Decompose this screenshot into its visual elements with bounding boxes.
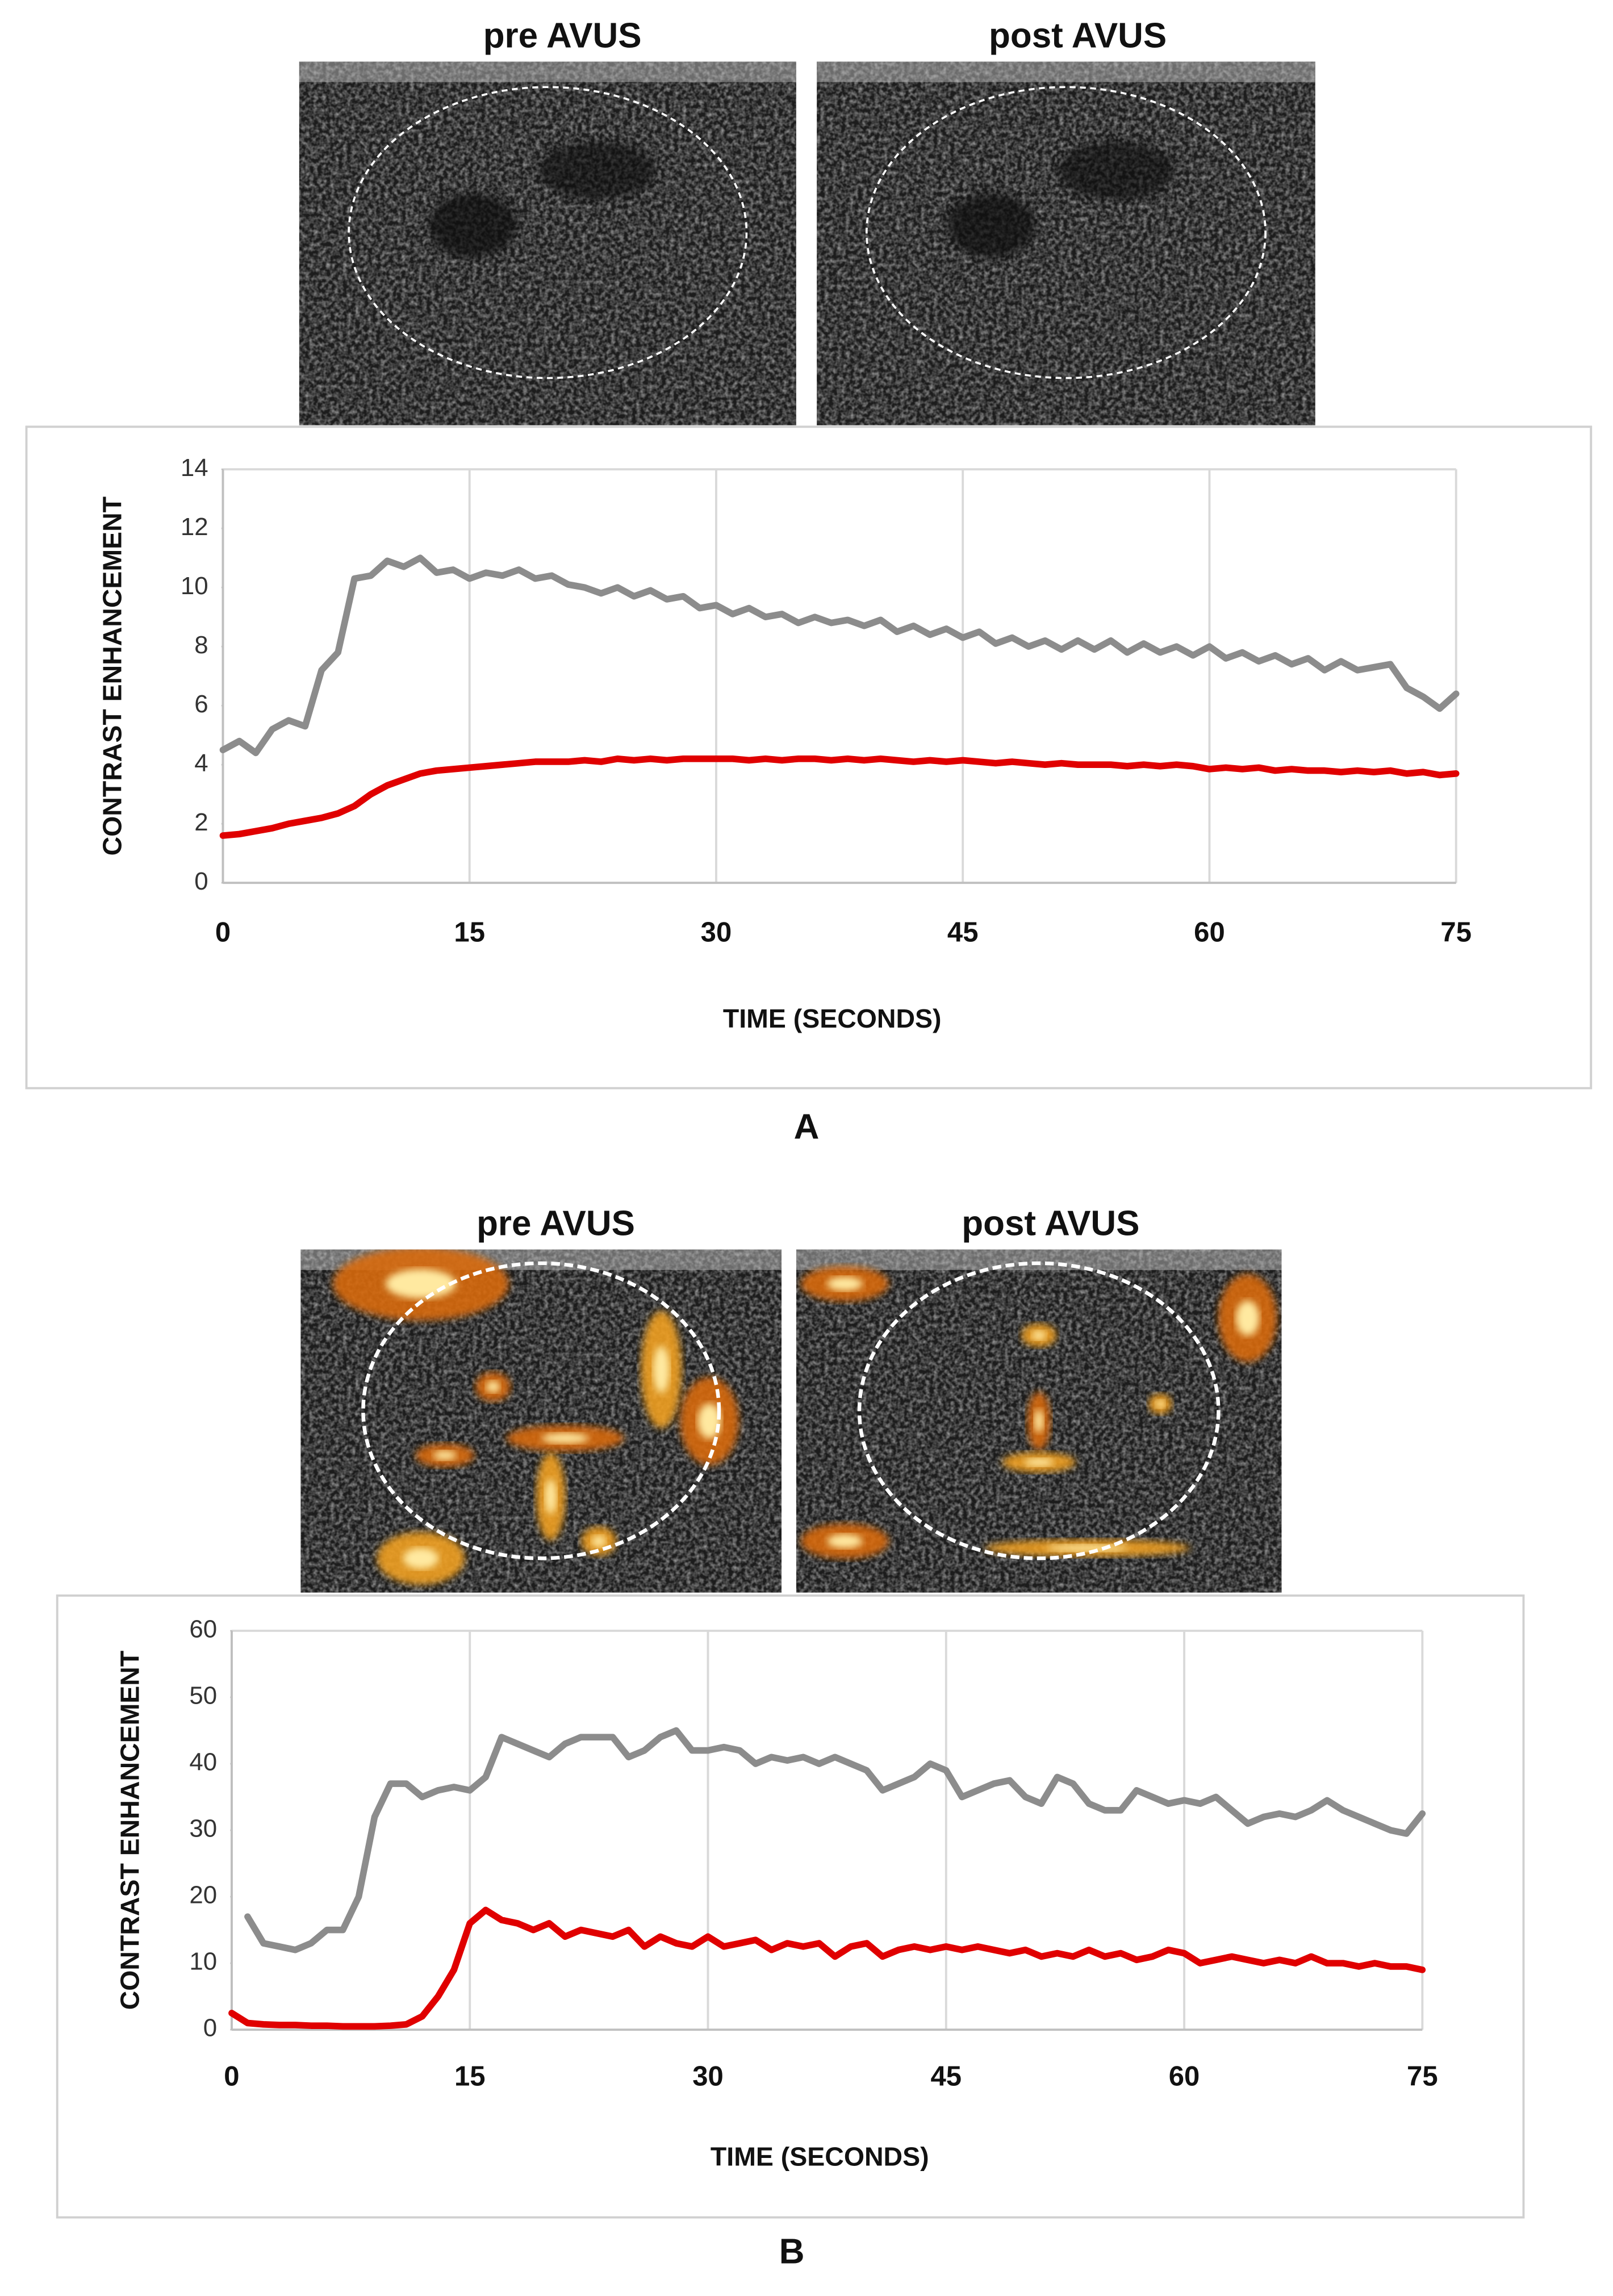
series-line — [219, 554, 1460, 757]
x-tick-label: 15 — [454, 2061, 486, 2092]
y-tick-label: 0 — [194, 867, 208, 895]
image-title: pre AVUS — [477, 1204, 635, 1243]
ultrasound-image — [817, 61, 1315, 425]
y-tick-label: 2 — [194, 808, 208, 836]
flow-core — [1155, 1400, 1165, 1408]
image-top-band — [299, 61, 796, 82]
x-tick-label: 0 — [215, 917, 231, 948]
series-line — [228, 1906, 1426, 2030]
x-tick-label: 45 — [947, 917, 979, 948]
series-line — [244, 1727, 1426, 1953]
flow-core — [591, 1535, 606, 1547]
image-speckle — [817, 61, 1315, 425]
flow-core — [1031, 1330, 1046, 1340]
flow-core — [1034, 1409, 1044, 1433]
x-tick-label: 15 — [454, 917, 485, 948]
y-tick-label: 30 — [189, 1815, 217, 1843]
flow-core — [433, 1450, 457, 1460]
x-tick-label: 75 — [1440, 917, 1472, 948]
flow-core — [697, 1403, 721, 1439]
x-tick-label: 30 — [701, 917, 732, 948]
x-tick-label: 30 — [692, 2061, 724, 2092]
image-top-band — [796, 1249, 1282, 1270]
roi-outline — [857, 1261, 1221, 1560]
y-tick-label: 4 — [194, 749, 208, 777]
image-title: post AVUS — [962, 1204, 1139, 1243]
y-tick-label: 50 — [189, 1682, 217, 1710]
chart-frame — [56, 1594, 1525, 2219]
y-tick-label: 8 — [194, 631, 208, 659]
flow-core — [653, 1346, 670, 1393]
flow-core — [1236, 1300, 1260, 1336]
flow-core — [541, 1433, 589, 1444]
flow-core — [827, 1534, 863, 1548]
ultrasound-image — [796, 1249, 1282, 1593]
x-tick-label: 60 — [1169, 2061, 1200, 2092]
y-tick-label: 60 — [189, 1615, 217, 1643]
image-title: post AVUS — [989, 16, 1167, 56]
y-axis-title: CONTRAST ENHANCEMENT — [115, 1651, 145, 2010]
flow-core — [403, 1547, 438, 1569]
x-tick-label: 75 — [1407, 2061, 1438, 2092]
image-speckle — [299, 61, 796, 425]
panel-label: A — [794, 1107, 820, 1146]
x-tick-label: 0 — [224, 2061, 239, 2092]
y-tick-label: 6 — [194, 690, 208, 718]
panel-label: B — [779, 2232, 805, 2272]
dark-region — [947, 193, 1035, 258]
flow-core — [545, 1479, 557, 1514]
roi-outline — [361, 1261, 721, 1560]
y-tick-label: 20 — [189, 1881, 217, 1909]
y-tick-label: 10 — [189, 1948, 217, 1976]
flow-core — [1024, 1458, 1054, 1467]
flow-core — [827, 1276, 863, 1291]
y-tick-label: 0 — [203, 2014, 217, 2042]
image-title: pre AVUS — [483, 16, 642, 56]
dark-region — [538, 141, 657, 201]
y-tick-label: 40 — [189, 1748, 217, 1776]
y-tick-label: 10 — [181, 572, 208, 600]
flow-core — [486, 1380, 500, 1393]
y-tick-label: 14 — [181, 454, 208, 482]
flow-core — [386, 1269, 456, 1299]
ultrasound-image — [299, 61, 796, 425]
series-line — [219, 755, 1460, 839]
x-axis-title: TIME (SECONDS) — [711, 2142, 929, 2172]
roi-outline — [866, 86, 1267, 379]
dark-region — [429, 193, 517, 258]
x-tick-label: 60 — [1194, 917, 1225, 948]
dark-region — [1057, 141, 1175, 201]
image-top-band — [817, 61, 1315, 82]
ultrasound-image — [300, 1249, 782, 1593]
y-axis-title: CONTRAST ENHANCEMENT — [98, 496, 127, 855]
roi-outline — [348, 86, 748, 379]
y-tick-label: 12 — [181, 513, 208, 541]
x-axis-title: TIME (SECONDS) — [723, 1004, 942, 1033]
x-tick-label: 45 — [931, 2061, 962, 2092]
